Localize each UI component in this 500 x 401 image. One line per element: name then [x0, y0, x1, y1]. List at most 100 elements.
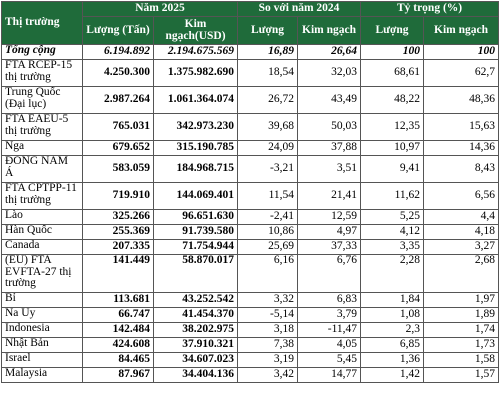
table-row: Na Uy 66.747 41.454.370 -5,14 3,79 1,08 … [1, 307, 500, 323]
market-cell: FTA CPTPP-11 thị trường [1, 182, 83, 210]
share-qty-cell: 48,22 [360, 86, 425, 114]
qty-cell: 84.465 [82, 352, 154, 368]
market-cell: FTA RCEP-15 thị trường [1, 59, 83, 87]
market-cell: Lào [1, 209, 83, 225]
cmp-value-cell: 3,51 [297, 155, 362, 183]
table-row: Nhật Bản 424.608 37.910.321 7,38 4,05 6,… [1, 337, 500, 353]
cmp-value-cell: 6,83 [297, 292, 362, 308]
market-cell: Nga [1, 140, 83, 156]
table-row: FTA RCEP-15 thị trường 4.250.300 1.375.9… [1, 59, 500, 87]
cmp-value-cell: 6,76 [297, 254, 362, 293]
header-value-usd: Kim ngạch(USD) [152, 16, 239, 45]
market-cell: Trung Quốc (Đại lục) [1, 86, 83, 114]
cmp-value-cell: 37,88 [297, 140, 362, 156]
value-cell: 91.739.580 [152, 224, 239, 240]
qty-cell: 4.250.300 [82, 59, 154, 87]
share-qty-cell: 100 [360, 44, 425, 60]
cmp-qty-cell: 11,54 [237, 182, 299, 210]
cmp-value-cell: 43,49 [297, 86, 362, 114]
cmp-qty-cell: 24,09 [237, 140, 299, 156]
table-body: Tổng cộng 6.194.892 2.194.675.569 16,89 … [1, 44, 500, 383]
market-cell: ĐÔNG NAM Á [1, 155, 83, 183]
cmp-qty-cell: 26,72 [237, 86, 299, 114]
value-cell: 184.968.715 [152, 155, 239, 183]
share-qty-cell: 11,62 [360, 182, 425, 210]
share-value-cell: 15,63 [423, 113, 500, 141]
qty-cell: 325.266 [82, 209, 154, 225]
table-row: Tổng cộng 6.194.892 2.194.675.569 16,89 … [1, 44, 500, 60]
table-row: Trung Quốc (Đại lục) 2.987.264 1.061.364… [1, 86, 500, 114]
table-row: (EU) FTA EVFTA-27 thị trường 141.449 58.… [1, 254, 500, 293]
cmp-qty-cell: 3,18 [237, 322, 299, 338]
value-cell: 43.252.542 [152, 292, 239, 308]
value-cell: 41.454.370 [152, 307, 239, 323]
cmp-value-cell: -11,47 [297, 322, 362, 338]
cmp-value-cell: 37,33 [297, 239, 362, 255]
cmp-value-cell: 4,97 [297, 224, 362, 240]
table-row: Canada 207.335 71.754.944 25,69 37,33 3,… [1, 239, 500, 255]
qty-cell: 679.652 [82, 140, 154, 156]
cmp-value-cell: 50,03 [297, 113, 362, 141]
share-value-cell: 6,56 [423, 182, 500, 210]
market-cell: Bỉ [1, 292, 83, 308]
share-value-cell: 8,43 [423, 155, 500, 183]
cmp-value-cell: 26,64 [297, 44, 362, 60]
share-qty-cell: 1,08 [360, 307, 425, 323]
market-cell: Malaysia [1, 367, 83, 383]
share-value-cell: 1,73 [423, 337, 500, 353]
table-row: Nga 679.652 315.190.785 24,09 37,88 10,9… [1, 140, 500, 156]
share-qty-cell: 1,36 [360, 352, 425, 368]
value-cell: 2.194.675.569 [152, 44, 239, 60]
header-qty-tan: Lượng (Tấn) [82, 16, 154, 45]
cmp-qty-cell: 3,42 [237, 367, 299, 383]
value-cell: 342.973.230 [152, 113, 239, 141]
table-row: Malaysia 87.967 34.404.136 3,42 14,77 1,… [1, 367, 500, 383]
value-cell: 144.069.401 [152, 182, 239, 210]
market-table: Thị trường Năm 2025 So với năm 2024 Tỷ t… [1, 1, 500, 383]
market-cell: FTA EAEU-5 thị trường [1, 113, 83, 141]
cmp-value-cell: 3,79 [297, 307, 362, 323]
market-cell: Indonesia [1, 322, 83, 338]
share-value-cell: 1,74 [423, 322, 500, 338]
qty-cell: 113.681 [82, 292, 154, 308]
share-value-cell: 1,89 [423, 307, 500, 323]
market-cell: Canada [1, 239, 83, 255]
cmp-qty-cell: 25,69 [237, 239, 299, 255]
share-qty-cell: 6,85 [360, 337, 425, 353]
value-cell: 71.754.944 [152, 239, 239, 255]
share-qty-cell: 12,35 [360, 113, 425, 141]
table-row: FTA EAEU-5 thị trường 765.031 342.973.23… [1, 113, 500, 141]
table-row: Lào 325.266 96.651.630 -2,41 12,59 5,25 … [1, 209, 500, 225]
cmp-value-cell: 12,59 [297, 209, 362, 225]
table-row: Hàn Quốc 255.369 91.739.580 10,86 4,97 4… [1, 224, 500, 240]
share-qty-cell: 2,28 [360, 254, 425, 293]
table-row: ĐÔNG NAM Á 583.059 184.968.715 -3,21 3,5… [1, 155, 500, 183]
share-qty-cell: 3,35 [360, 239, 425, 255]
market-cell: Nhật Bản [1, 337, 83, 353]
share-qty-cell: 9,41 [360, 155, 425, 183]
value-cell: 315.190.785 [152, 140, 239, 156]
share-qty-cell: 4,12 [360, 224, 425, 240]
qty-cell: 719.910 [82, 182, 154, 210]
table-row: FTA CPTPP-11 thị trường 719.910 144.069.… [1, 182, 500, 210]
cmp-qty-cell: 18,54 [237, 59, 299, 87]
qty-cell: 765.031 [82, 113, 154, 141]
cmp-value-cell: 21,41 [297, 182, 362, 210]
share-value-cell: 4,18 [423, 224, 500, 240]
cmp-value-cell: 5,45 [297, 352, 362, 368]
header-share-value: Kim ngạch [423, 16, 500, 45]
share-value-cell: 1,58 [423, 352, 500, 368]
qty-cell: 87.967 [82, 367, 154, 383]
market-cell: Hàn Quốc [1, 224, 83, 240]
value-cell: 1.375.982.690 [152, 59, 239, 87]
qty-cell: 141.449 [82, 254, 154, 293]
cmp-qty-cell: 10,86 [237, 224, 299, 240]
cmp-qty-cell: 7,38 [237, 337, 299, 353]
header-cmp-value: Kim ngạch [297, 16, 362, 45]
share-qty-cell: 1,84 [360, 292, 425, 308]
value-cell: 34.404.136 [152, 367, 239, 383]
table-row: Indonesia 142.484 38.202.975 3,18 -11,47… [1, 322, 500, 338]
share-value-cell: 62,7 [423, 59, 500, 87]
cmp-qty-cell: 3,19 [237, 352, 299, 368]
cmp-qty-cell: 16,89 [237, 44, 299, 60]
